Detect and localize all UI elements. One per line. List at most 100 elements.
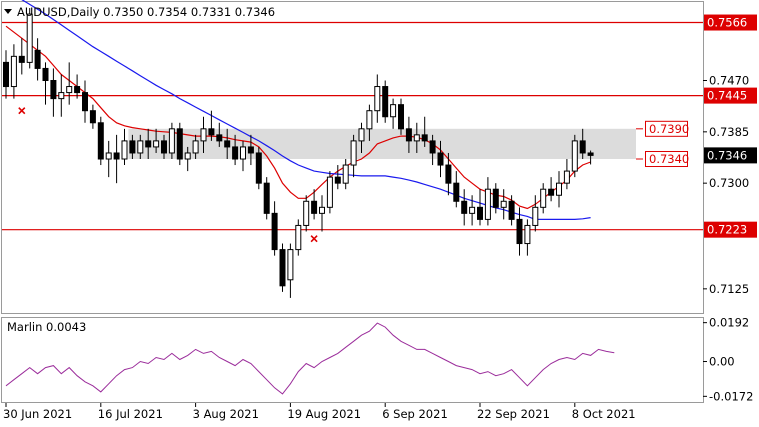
indicator-axis-label: -0.0172 — [709, 389, 753, 403]
price-axis-label: 0.7385 — [709, 125, 749, 139]
bull-candle — [540, 188, 547, 208]
bull-candle — [556, 182, 562, 196]
bear-candle — [405, 128, 412, 142]
bear-candle — [334, 176, 341, 184]
bull-candle — [413, 134, 420, 142]
bear-candle — [18, 55, 25, 63]
bear-candle — [453, 182, 460, 202]
time-axis-label: 3 Aug 2021 — [193, 407, 259, 421]
level-price-tag — [704, 221, 757, 238]
bear-candle — [311, 200, 318, 214]
bull-candle — [105, 152, 112, 160]
bull-candle — [58, 92, 65, 100]
bear-candle — [271, 212, 278, 251]
bear-candle — [113, 152, 120, 160]
bear-candle — [548, 188, 555, 196]
price-axis-label: 0.7125 — [709, 282, 749, 296]
price-tag-label: 0.7340 — [649, 152, 689, 166]
bull-candle — [484, 188, 491, 220]
price-pane: 0.7390 0.7340 — [2, 0, 703, 298]
marlin-pane: Marlin 0.0043 — [5, 320, 615, 395]
bear-candle — [263, 182, 270, 214]
chart-header: AUDUSD,Daily 0.7350 0.7354 0.7331 0.7346 — [17, 5, 275, 19]
level-price-tag — [704, 14, 757, 31]
bull-candle — [366, 110, 373, 130]
dropdown-triangle-icon[interactable] — [4, 9, 12, 14]
bear-candle — [429, 140, 436, 154]
bull-candle — [184, 152, 191, 160]
indicator-axis-label: 0.00 — [709, 355, 735, 369]
bull-candle — [26, 13, 33, 63]
level-price-label: 0.7445 — [707, 89, 747, 103]
price-tag-label: 0.7390 — [649, 122, 689, 136]
bear-candle — [82, 92, 88, 112]
bear-candle — [247, 146, 254, 154]
bear-candle — [279, 249, 286, 287]
fractal-marker — [18, 107, 26, 115]
bear-candle — [516, 218, 523, 245]
bull-candle — [319, 206, 325, 214]
price-pane-frame — [1, 1, 704, 314]
indicator-pane-frame — [1, 317, 704, 403]
bear-candle — [34, 49, 41, 69]
bull-candle — [168, 128, 175, 154]
level-price-label: 0.7223 — [707, 223, 747, 237]
bear-candle — [89, 110, 96, 124]
bear-candle — [421, 134, 428, 142]
bear-candle — [461, 200, 468, 214]
level-price-label: 0.7566 — [707, 16, 747, 30]
time-axis-label: 30 Jun 2021 — [3, 407, 72, 421]
bear-candle — [398, 104, 404, 130]
bear-candle — [232, 146, 239, 160]
level-price-tag — [704, 87, 757, 104]
fractal-marker — [310, 235, 318, 243]
bull-candle — [390, 104, 397, 118]
bull-candle — [66, 86, 73, 94]
bear-candle — [97, 122, 104, 160]
bull-candle — [358, 128, 365, 142]
bear-candle — [3, 61, 9, 88]
price-tag-box — [645, 120, 688, 137]
price-tag-box — [645, 151, 688, 168]
bull-candle — [374, 86, 381, 112]
bear-candle — [445, 164, 452, 184]
bull-candle — [121, 140, 128, 160]
bear-candle — [161, 140, 167, 154]
bull-candle — [571, 140, 578, 172]
bull-candle — [137, 140, 144, 154]
bear-candle — [437, 152, 444, 166]
bull-candle — [200, 128, 207, 142]
time-axis-label: 6 Sep 2021 — [382, 407, 448, 421]
bull-candle — [350, 140, 357, 166]
bear-candle — [42, 67, 49, 82]
bull-candle — [10, 55, 17, 88]
bear-candle — [129, 140, 136, 154]
bull-candle — [192, 140, 199, 154]
bull-candle — [532, 206, 539, 226]
bear-candle — [255, 152, 262, 184]
current-price-label: 0.7346 — [707, 148, 747, 162]
time-axis-label: 8 Oct 2021 — [572, 407, 636, 421]
price-axis-label: 0.7300 — [709, 176, 749, 190]
time-axis-label: 16 Jul 2021 — [98, 407, 163, 421]
price-axis-label: 0.7470 — [709, 74, 749, 88]
time-axis-label: 22 Sep 2021 — [477, 407, 550, 421]
bear-candle — [587, 152, 594, 156]
bear-candle — [145, 140, 152, 148]
bear-candle — [492, 188, 499, 208]
bull-candle — [153, 140, 160, 148]
bear-candle — [579, 140, 586, 154]
axes: 0.7566 0.7445 0.7223 0.7346 0.7470 0.7385 0.73… — [3, 14, 757, 421]
bear-candle — [74, 86, 81, 94]
bull-candle — [287, 249, 294, 281]
time-axis-label: 19 Aug 2021 — [287, 407, 361, 421]
current-price-tag — [704, 147, 757, 164]
bull-candle — [295, 224, 302, 251]
indicator-axis-label: 0.0192 — [709, 316, 749, 330]
indicator-label: Marlin 0.0043 — [7, 320, 86, 334]
bull-candle — [240, 146, 246, 160]
bear-candle — [50, 80, 57, 100]
bull-candle — [303, 200, 310, 226]
